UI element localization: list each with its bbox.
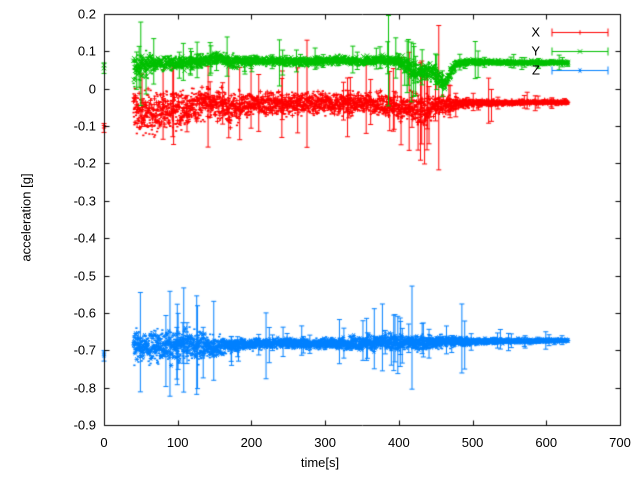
x-tick-label: 200	[240, 435, 263, 450]
legend-entry-y: Y	[531, 43, 540, 59]
legend-entry-z: Z	[532, 62, 540, 78]
y-tick-label: -0.8	[73, 380, 96, 396]
x-tick-label: 700	[609, 435, 631, 450]
y-tick-label: -0.7	[73, 342, 96, 358]
legend-entry-x: X	[531, 24, 540, 40]
y-tick-label: -0.1	[73, 118, 96, 134]
x-tick-label: 0	[100, 435, 108, 450]
y-tick-label: 0.2	[77, 6, 96, 22]
x-tick-label: 100	[166, 435, 189, 450]
y-tick-label: -0.4	[73, 230, 96, 246]
x-tick-label: 400	[387, 435, 410, 450]
x-tick-label: 300	[314, 435, 336, 450]
y-tick-label: -0.2	[73, 155, 96, 171]
y-tick-label: -0.5	[73, 268, 96, 284]
y-tick-label: 0.1	[77, 43, 96, 59]
y-tick-label: -0.9	[73, 417, 96, 433]
x-tick-label: 600	[535, 435, 558, 450]
x-tick-label: 500	[461, 435, 484, 450]
y-tick-label: 0	[88, 81, 96, 97]
y-axis-label: acceleration [g]	[18, 173, 34, 262]
y-tick-label: -0.6	[73, 305, 96, 321]
x-axis-label: time[s]	[300, 455, 340, 470]
y-tick-label: -0.3	[73, 193, 96, 209]
